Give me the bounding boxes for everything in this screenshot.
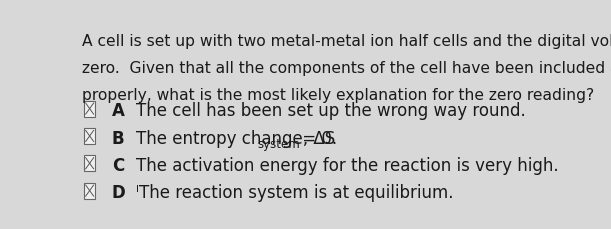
Text: properly, what is the most likely explanation for the zero reading?: properly, what is the most likely explan… (82, 88, 595, 103)
Text: zero.  Given that all the components of the cell have been included and are work: zero. Given that all the components of t… (82, 61, 611, 76)
Text: The cell has been set up the wrong way round.: The cell has been set up the wrong way r… (136, 102, 525, 120)
Text: C: C (112, 157, 124, 175)
FancyBboxPatch shape (84, 155, 95, 171)
Text: A: A (112, 102, 125, 120)
Text: The entropy change, ΔS: The entropy change, ΔS (136, 130, 335, 148)
FancyBboxPatch shape (84, 183, 95, 199)
FancyBboxPatch shape (84, 128, 95, 144)
Text: A cell is set up with two metal-metal ion half cells and the digital voltmeter r: A cell is set up with two metal-metal io… (82, 34, 611, 49)
Text: system: system (258, 138, 301, 151)
Text: ᴵThe reaction system is at equilibrium.: ᴵThe reaction system is at equilibrium. (136, 184, 453, 202)
Text: D: D (112, 184, 126, 202)
Text: B: B (112, 130, 125, 148)
FancyBboxPatch shape (84, 101, 95, 117)
Text: = 0.: = 0. (296, 130, 337, 148)
Text: The activation energy for the reaction is very high.: The activation energy for the reaction i… (136, 157, 558, 175)
